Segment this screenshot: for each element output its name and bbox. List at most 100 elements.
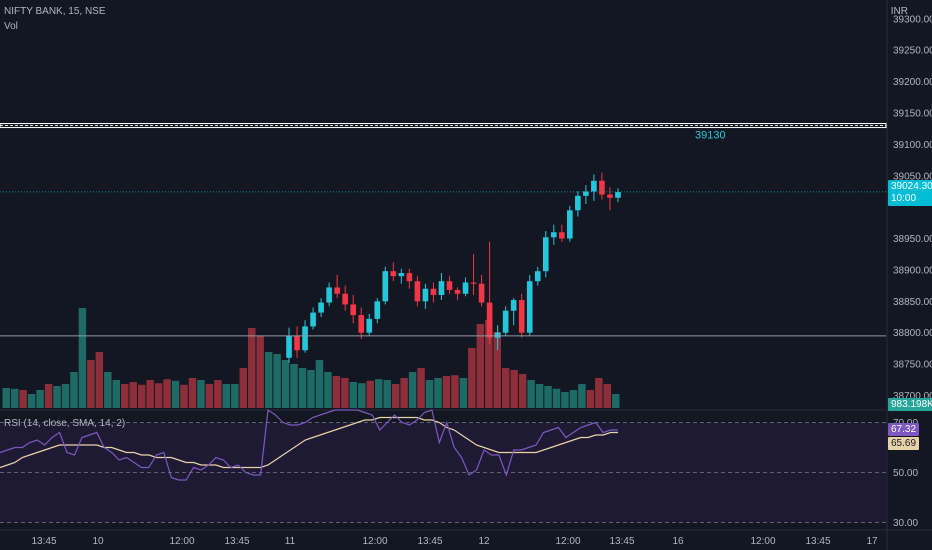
rsi-tick-label: 30.00: [893, 518, 918, 529]
candle-body: [390, 271, 397, 277]
volume-bar: [485, 320, 493, 408]
candle-body: [607, 194, 613, 198]
candle-body: [583, 191, 589, 196]
volume-bar: [374, 379, 383, 408]
candle-body: [310, 312, 316, 327]
time-tick-label: 13:45: [805, 536, 830, 547]
volume-legend[interactable]: Vol: [4, 21, 18, 32]
symbol-legend[interactable]: NIFTY BANK, 15, NSE: [4, 6, 106, 17]
volume-bar: [527, 380, 535, 408]
time-tick-label: 17: [866, 536, 878, 547]
volume-bar: [586, 390, 595, 408]
candle-body: [414, 281, 421, 302]
time-tick-label: 13:45: [417, 536, 442, 547]
volume-bar: [70, 372, 78, 408]
volume-bar: [518, 374, 527, 408]
volume-bar: [408, 372, 417, 408]
candle-body: [454, 289, 461, 294]
volume-bar: [612, 394, 620, 408]
price-tick-label: 39150.00: [893, 108, 932, 119]
volume-bar: [578, 384, 586, 408]
volume-bar: [383, 380, 391, 408]
volume-bar: [417, 368, 425, 408]
volume-bar: [154, 383, 163, 408]
volume-bar: [315, 360, 324, 408]
price-tick-label: 39050.00: [893, 171, 932, 182]
volume-bar: [197, 380, 205, 408]
volume-bar: [595, 378, 603, 408]
time-tick-label: 12:00: [169, 536, 194, 547]
volume-bar: [425, 380, 434, 408]
volume-bar: [391, 384, 400, 408]
time-tick-label: 13:45: [609, 536, 634, 547]
volume-bar: [112, 380, 121, 408]
volume-bar: [104, 372, 112, 408]
price-tick-label: 38950.00: [893, 234, 932, 245]
volume-bars: [2, 308, 620, 408]
candle-body: [518, 300, 525, 333]
volume-bar: [129, 382, 137, 408]
time-tick-label: 12:00: [750, 536, 775, 547]
volume-bar: [19, 390, 27, 408]
volume-bar: [61, 384, 70, 408]
volume-bar: [493, 332, 501, 408]
candle-body: [366, 318, 373, 333]
volume-bar: [146, 380, 154, 408]
last-price-time: 10:00: [891, 193, 917, 204]
time-tick-label: 10: [92, 536, 104, 547]
candle-body: [430, 288, 437, 296]
volume-bar: [434, 378, 442, 408]
volume-bar: [349, 382, 358, 408]
candle-body: [334, 287, 340, 294]
candle-body: [358, 315, 365, 333]
candle-body: [542, 237, 549, 272]
rsi-line: [0, 408, 618, 481]
volume-bar: [214, 380, 222, 408]
volume-bar: [121, 384, 129, 408]
volume-bar: [332, 376, 341, 408]
candle-body: [294, 335, 300, 351]
volume-bar: [248, 328, 256, 408]
volume-bar: [231, 384, 239, 408]
volume-bar: [341, 378, 349, 408]
candle-body: [470, 282, 477, 284]
candle-body: [446, 281, 453, 290]
volume-bar: [78, 308, 87, 408]
time-tick-label: 11: [285, 536, 296, 547]
currency-label[interactable]: INR: [890, 6, 908, 17]
level-label: 39130: [695, 130, 726, 142]
volume-bar: [400, 378, 408, 408]
candle-body: [567, 210, 573, 239]
candle-body: [502, 310, 509, 333]
volume-bar: [442, 376, 451, 408]
volume-bar: [298, 368, 307, 408]
volume-bar: [2, 388, 10, 408]
volume-bar: [44, 384, 53, 408]
candle-body: [302, 326, 308, 351]
candle-body: [406, 273, 413, 282]
volume-value-tag: 983.198K: [888, 398, 932, 411]
time-tick-label: 12: [478, 536, 490, 547]
volume-bar: [53, 386, 61, 408]
rsi-pane: [0, 409, 886, 523]
volume-bar: [544, 386, 552, 408]
candle-body: [486, 302, 493, 338]
volume-bar: [451, 375, 459, 408]
last-price-value: 39024.30: [891, 181, 932, 192]
candle-body: [382, 271, 389, 302]
volume-bar: [239, 368, 248, 408]
last-price-tag: 39024.30 10:00: [888, 180, 932, 206]
volume-bar: [281, 360, 290, 408]
candle-body: [374, 301, 381, 319]
price-tick-label: 39200.00: [893, 77, 932, 88]
candle-body: [526, 281, 533, 333]
volume-bar: [603, 384, 612, 408]
candle-body: [398, 273, 405, 277]
volume-bar: [180, 384, 188, 408]
volume-bar: [510, 370, 518, 408]
volume-bar: [569, 390, 578, 408]
rsi-lines: [0, 408, 618, 481]
rsi-legend[interactable]: RSI (14, close, SMA, 14, 2): [4, 418, 126, 429]
